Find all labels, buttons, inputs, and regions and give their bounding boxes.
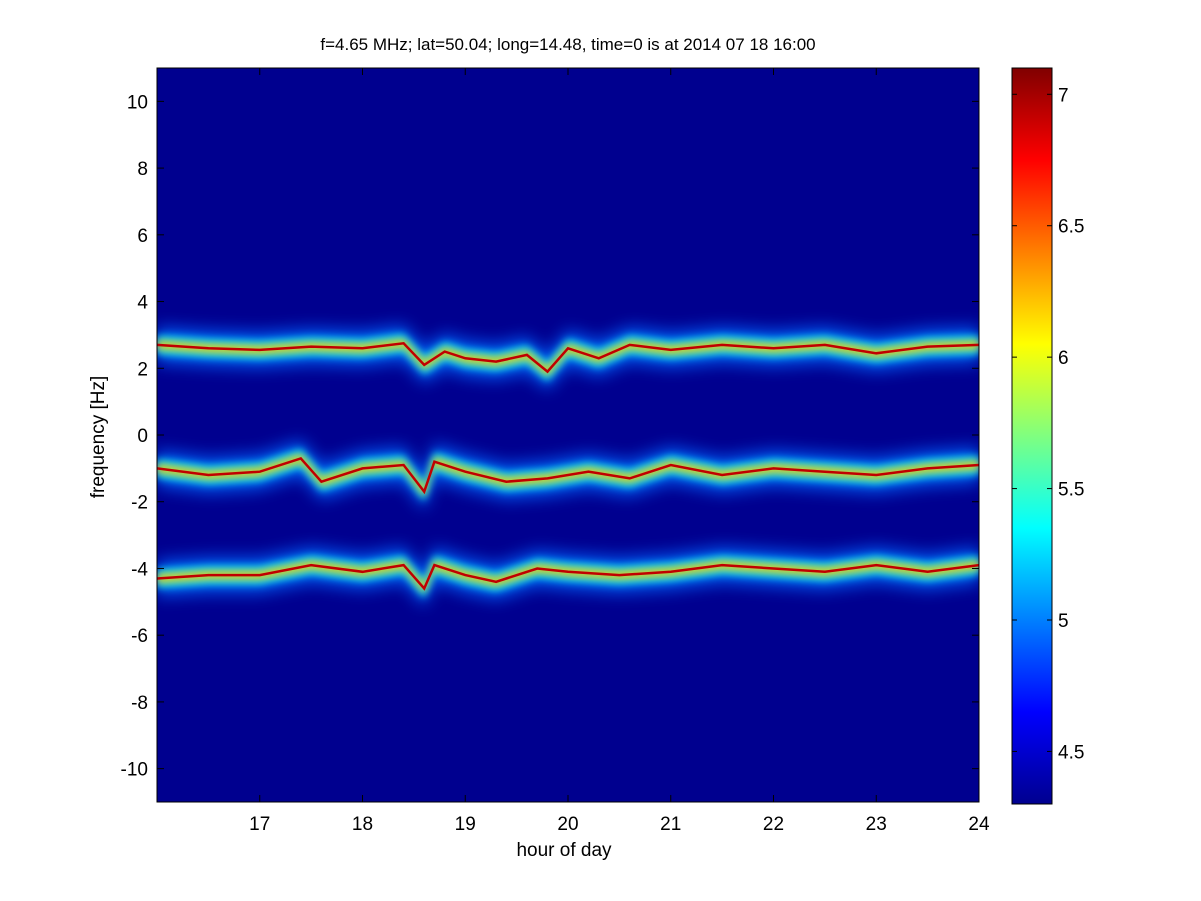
y-tick-label: 8	[137, 159, 148, 180]
y-tick-label: 2	[137, 359, 148, 380]
y-tick-label: 6	[137, 226, 148, 247]
x-tick-label: 17	[249, 814, 270, 835]
x-axis: 17 18 19 20 21 22 23 24	[249, 68, 990, 835]
x-tick-label: 18	[352, 814, 373, 835]
colorbar-tick-label: 6.5	[1058, 217, 1084, 238]
y-tick-label: -4	[131, 559, 148, 580]
echo-ridge-line	[157, 341, 979, 374]
y-tick-label: -10	[121, 760, 148, 781]
x-tick-label: 21	[660, 814, 681, 835]
echo-ridge-line	[157, 456, 979, 495]
x-tick-label: 22	[763, 814, 784, 835]
y-tick-label: 4	[137, 293, 148, 314]
echo-ridge-line	[157, 563, 979, 591]
y-tick-label: -6	[131, 626, 148, 647]
chart-title: f=4.65 MHz; lat=50.04; long=14.48, time=…	[320, 35, 815, 54]
y-tick-label: 0	[137, 426, 148, 447]
colorbar-tick-label: 6	[1058, 348, 1069, 369]
colorbar-tick-label: 7	[1058, 85, 1069, 106]
x-tick-label: 19	[455, 814, 476, 835]
colorbar-ticks: 4.5 5 5.5 6 6.5 7	[1012, 85, 1084, 763]
heatmap-layer	[157, 324, 979, 607]
x-axis-label: hour of day	[516, 840, 612, 861]
y-tick-label: 10	[127, 92, 148, 113]
y-tick-label: -8	[131, 693, 148, 714]
y-axis: -10 -8 -6 -4 -2 0 2 4 6 8 10	[121, 92, 979, 781]
colorbar-tick-label: 5.5	[1058, 480, 1084, 501]
colorbar-tick-label: 4.5	[1058, 742, 1084, 763]
x-tick-label: 20	[557, 814, 578, 835]
colorbar	[1011, 67, 1053, 805]
y-axis-label: frequency [Hz]	[88, 376, 109, 499]
y-tick-label: -2	[131, 493, 148, 514]
x-tick-label: 23	[866, 814, 887, 835]
plot-background	[157, 68, 979, 802]
x-tick-label: 24	[968, 814, 990, 835]
colorbar-tick-label: 5	[1058, 611, 1069, 632]
